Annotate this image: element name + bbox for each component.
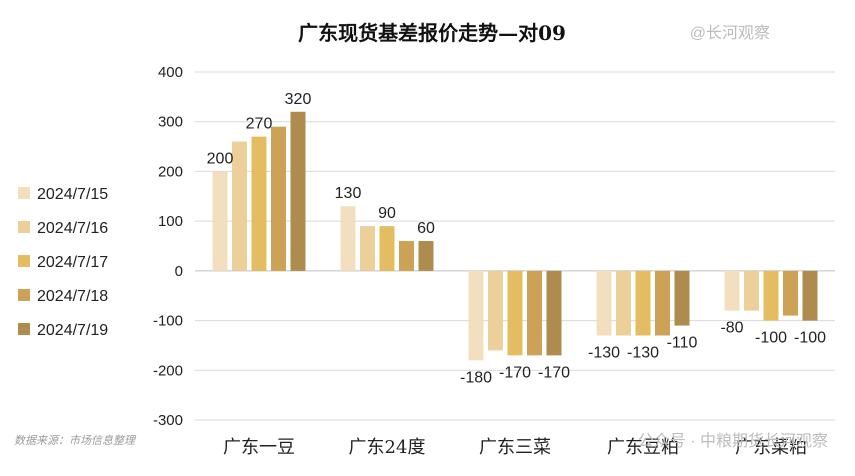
data-label: -130 xyxy=(627,344,659,361)
watermark-top: @长河观察 xyxy=(690,24,770,42)
bar xyxy=(271,126,286,271)
bar xyxy=(418,241,434,271)
y-tick-label: -300 xyxy=(153,412,183,429)
bar xyxy=(596,270,612,336)
y-tick-label: 0 xyxy=(175,263,183,280)
bar xyxy=(763,270,779,321)
bar xyxy=(379,226,395,271)
bar xyxy=(212,171,228,271)
bar xyxy=(744,270,759,311)
bar xyxy=(546,270,562,356)
watermark-bottom: 公众号 · 中粮期货长河观察 xyxy=(638,432,828,450)
x-category-label: 广东菜粕 xyxy=(735,437,807,458)
data-label: -130 xyxy=(588,344,620,361)
data-label: -180 xyxy=(460,369,492,386)
bar xyxy=(251,136,267,271)
bar xyxy=(724,270,740,311)
data-label: -100 xyxy=(794,330,826,347)
bar xyxy=(290,111,306,271)
bar xyxy=(232,141,247,271)
y-tick-label: 200 xyxy=(158,163,183,180)
data-label: 60 xyxy=(417,220,435,237)
data-label: 200 xyxy=(207,150,234,167)
legend-label: 2024/7/15 xyxy=(37,186,108,203)
bar xyxy=(468,270,484,361)
data-label: -80 xyxy=(720,320,743,337)
y-tick-label: -100 xyxy=(153,313,183,330)
legend-swatch xyxy=(18,323,30,335)
bar xyxy=(783,270,798,316)
chart-title: 广东现货基差报价走势—对09 xyxy=(298,21,566,45)
bar xyxy=(655,270,670,336)
y-tick-label: -200 xyxy=(153,362,183,379)
legend-swatch xyxy=(18,289,30,301)
legend-label: 2024/7/17 xyxy=(37,254,108,271)
data-label: 90 xyxy=(378,205,396,222)
bar xyxy=(802,270,818,321)
y-axis: 400 300 200 100 0 -100 -200 -300 xyxy=(153,64,183,429)
legend-label: 2024/7/19 xyxy=(37,322,108,339)
x-category-label: 广东豆粕 xyxy=(607,437,679,458)
data-label: -100 xyxy=(755,330,787,347)
y-tick-label: 400 xyxy=(158,64,183,81)
bar xyxy=(507,270,523,356)
bar xyxy=(616,270,631,336)
x-axis: 广东一豆 广东24度 广东三菜 广东豆粕 广东菜粕 xyxy=(223,437,807,458)
bar xyxy=(340,206,356,271)
legend-label: 2024/7/18 xyxy=(37,288,108,305)
bar xyxy=(488,270,503,351)
data-label: -170 xyxy=(538,364,570,381)
legend-swatch xyxy=(18,255,30,267)
bars xyxy=(212,111,818,361)
x-category-label: 广东一豆 xyxy=(223,437,295,458)
source-note: 数据来源：市场信息整理 xyxy=(14,434,137,447)
bar xyxy=(360,226,375,271)
legend-swatch xyxy=(18,187,30,199)
bar xyxy=(674,270,690,326)
x-category-label: 广东三菜 xyxy=(479,437,551,458)
bar xyxy=(635,270,651,336)
y-tick-label: 300 xyxy=(158,114,183,131)
data-label: 270 xyxy=(246,116,273,133)
data-labels: 200 270 320 130 90 60 -180 -170 -170 -130 -130 -110… xyxy=(207,91,826,387)
data-label: 130 xyxy=(335,185,362,202)
data-label: -110 xyxy=(667,335,698,352)
data-label: -170 xyxy=(499,364,531,381)
legend-label: 2024/7/16 xyxy=(37,220,108,237)
data-label: 320 xyxy=(285,91,312,108)
legend: 2024/7/15 2024/7/16 2024/7/17 2024/7/18 2024… xyxy=(18,186,108,339)
bar xyxy=(527,270,542,356)
legend-swatch xyxy=(18,221,30,233)
y-tick-label: 100 xyxy=(158,213,183,230)
bar xyxy=(399,241,414,271)
x-category-label: 广东24度 xyxy=(349,437,426,458)
